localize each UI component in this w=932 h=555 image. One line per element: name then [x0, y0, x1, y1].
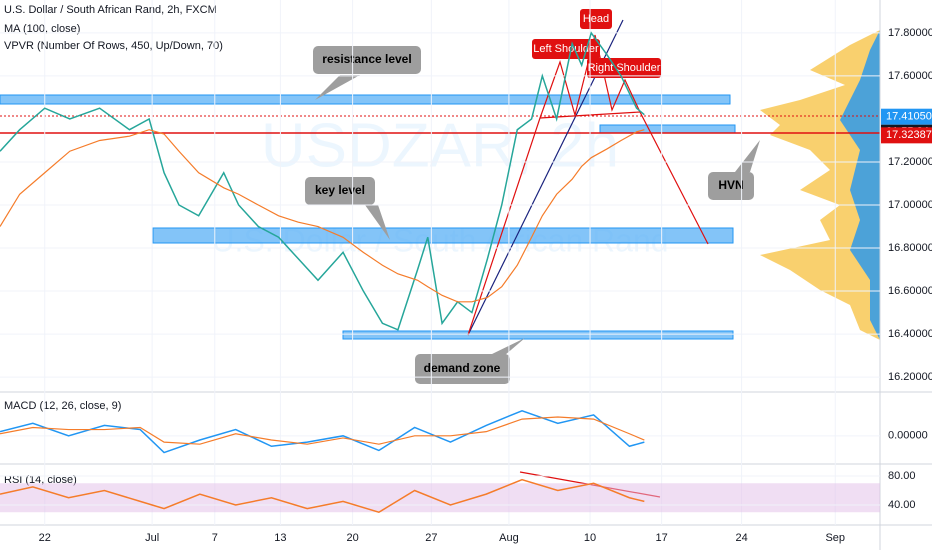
- annotation: Left Shoulder: [533, 43, 599, 55]
- x-tick-label: 17: [656, 532, 668, 544]
- annotation: Head: [583, 13, 609, 25]
- vp-down: [840, 30, 880, 340]
- callout-box: [313, 46, 421, 74]
- annotation: demand zone: [424, 361, 501, 375]
- rsi-band: [0, 483, 880, 513]
- y-tick-label: 40.00: [888, 499, 916, 511]
- volume-profile: [760, 30, 880, 340]
- zone: [0, 94, 731, 105]
- x-tick-label: 10: [584, 532, 596, 544]
- y-tick-label: 80.00: [888, 470, 916, 482]
- watermark-text: USDZAR, 2h: [261, 111, 619, 180]
- x-tick-label: Sep: [825, 532, 845, 544]
- callout-box: [415, 354, 510, 384]
- y-tick-label: 16.80000: [888, 242, 932, 254]
- y-tick-label: 16.60000: [888, 285, 932, 297]
- y-tick-label: 16.20000: [888, 371, 932, 383]
- annotation: resistance level: [322, 52, 411, 66]
- x-tick-label: Jul: [145, 532, 159, 544]
- series-line: [0, 129, 645, 303]
- x-tick-label: 13: [274, 532, 286, 544]
- annotation: Right Shoulder: [588, 62, 661, 74]
- x-tick-label: 20: [346, 532, 358, 544]
- zones: [0, 94, 736, 340]
- callout-box: [305, 177, 375, 205]
- y-tick-label: 16.40000: [888, 328, 932, 340]
- y-tick-label: 17.00000: [888, 199, 932, 211]
- label-box: [580, 9, 612, 29]
- y-tick-label: 17.80000: [888, 27, 932, 39]
- x-tick-label: 7: [212, 532, 218, 544]
- price-label: 17.32387: [886, 129, 932, 141]
- y-tick-label: 0.00000: [888, 430, 928, 442]
- annotation: key level: [315, 183, 365, 197]
- zone: [599, 124, 736, 134]
- annotation: HVN: [718, 178, 743, 192]
- zone: [152, 227, 734, 244]
- series-line: [0, 31, 645, 331]
- indicator-label: MA (100, close): [4, 23, 80, 35]
- indicator-label: VPVR (Number Of Rows, 450, Up/Down, 70): [4, 40, 223, 52]
- x-tick-label: Aug: [499, 532, 519, 544]
- y-tick-label: 17.60000: [888, 70, 932, 82]
- price-label-box: [881, 108, 932, 125]
- price-label: 17.41050: [886, 111, 932, 123]
- x-tick-label: 22: [39, 532, 51, 544]
- y-tick-label: 17.20000: [888, 156, 932, 168]
- x-tick-label: 27: [425, 532, 437, 544]
- series-line: [0, 478, 645, 514]
- zone: [342, 330, 734, 340]
- indicator-label: MACD (12, 26, close, 9): [4, 400, 121, 412]
- label-box: [587, 58, 661, 78]
- indicator-label: RSI (14, close): [4, 474, 77, 486]
- label-box: [532, 39, 600, 59]
- chart-title: U.S. Dollar / South African Rand, 2h, FX…: [4, 4, 217, 16]
- series-line: [0, 409, 645, 454]
- callouts: resistance level key level demand zone H…: [305, 9, 760, 384]
- series-line: [0, 416, 645, 445]
- callout-box: [708, 172, 754, 200]
- x-tick-label: 24: [735, 532, 747, 544]
- price-label-box: [881, 127, 932, 144]
